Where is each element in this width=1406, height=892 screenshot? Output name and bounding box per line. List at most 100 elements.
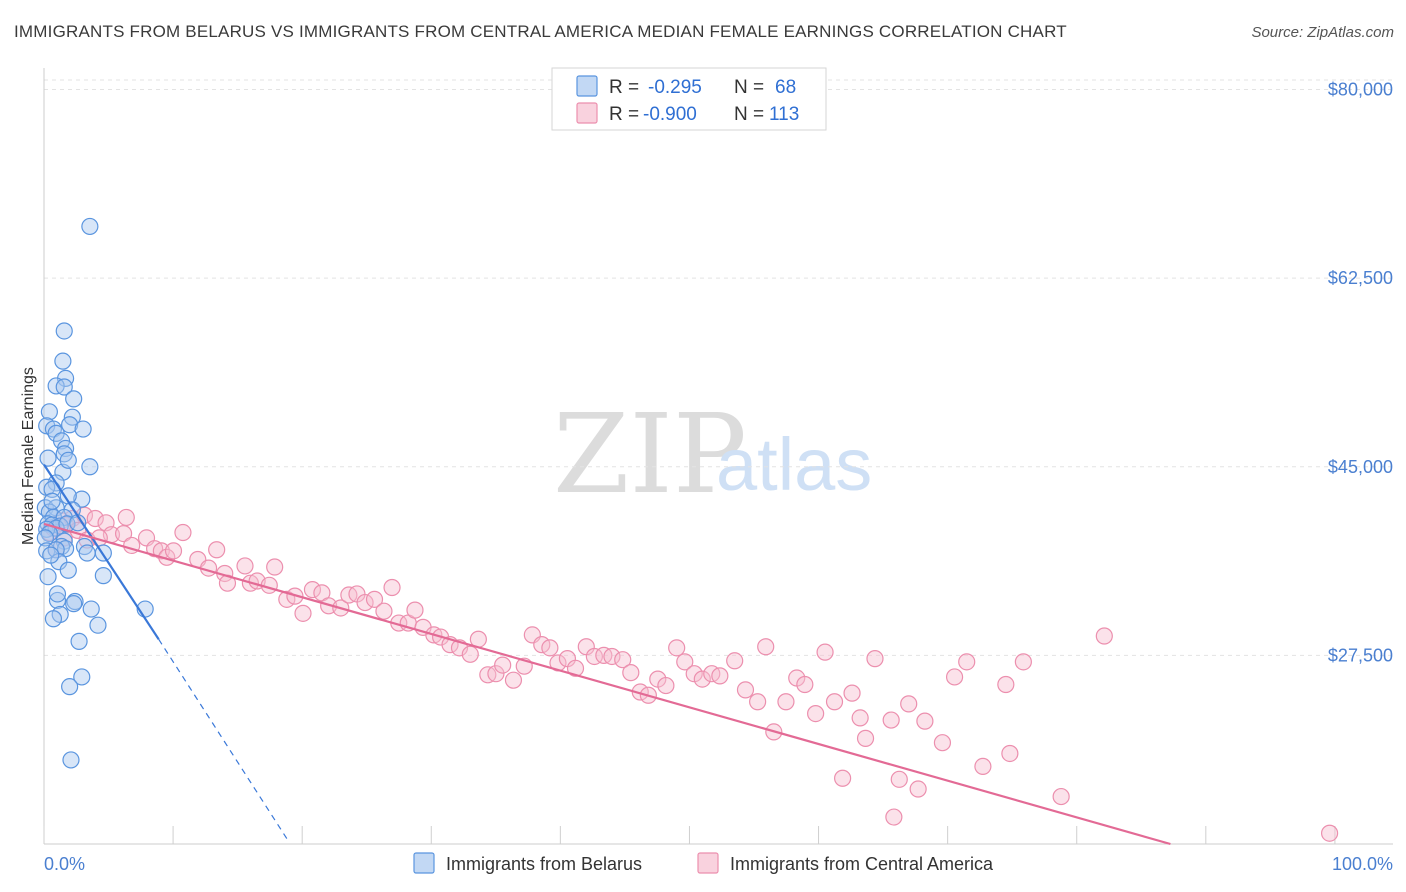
data-point-central-america: [86, 509, 104, 528]
data-point-belarus: [43, 492, 61, 510]
data-point-central-america: [461, 645, 479, 663]
data-point-central-america: [1095, 627, 1113, 645]
data-point-central-america: [974, 757, 992, 776]
legend-r-label-belarus: R =: [609, 77, 639, 98]
data-point-belarus: [89, 616, 107, 634]
y-tick-label: $27,500: [1328, 645, 1393, 665]
data-point-central-america: [406, 601, 424, 619]
data-point-central-america: [356, 593, 374, 612]
bottom-legend-swatch-central-america: [697, 852, 719, 874]
data-point-central-america: [916, 712, 934, 730]
data-point-central-america: [909, 780, 927, 798]
data-point-central-america: [693, 670, 711, 688]
data-point-belarus: [73, 490, 91, 508]
data-point-belarus: [54, 352, 72, 370]
data-point-central-america: [383, 578, 401, 597]
data-point-central-america: [796, 675, 814, 694]
data-point-central-america: [851, 709, 869, 727]
legend-box: [551, 67, 827, 131]
data-point-central-america: [866, 650, 884, 668]
data-point-central-america: [294, 604, 312, 622]
data-point-belarus: [74, 420, 92, 438]
y-tick-labels: $27,500 $45,000 $62,500 $80,000: [1328, 80, 1393, 666]
data-point-central-america: [890, 770, 908, 788]
data-point-central-america: [1014, 653, 1032, 671]
data-point-belarus: [40, 403, 58, 421]
data-point-belarus: [55, 378, 73, 396]
data-point-central-america: [622, 664, 640, 682]
y-tick-label: $45,000: [1328, 457, 1393, 477]
legend-n-value-belarus: 68: [775, 77, 796, 98]
data-point-belarus: [42, 546, 60, 564]
data-point-central-america: [487, 665, 505, 683]
data-point-central-america: [1320, 824, 1339, 842]
trend-lines: [43, 464, 1171, 846]
data-point-belarus: [73, 668, 91, 686]
data-point-central-america: [541, 639, 559, 657]
data-point-central-america: [777, 693, 795, 711]
data-point-central-america: [1052, 787, 1070, 806]
data-point-central-america: [668, 639, 686, 657]
data-point-belarus: [70, 632, 88, 650]
data-point-central-america: [494, 656, 512, 674]
data-point-central-america: [757, 638, 775, 656]
legend-n-label-central-america: N =: [734, 104, 764, 125]
data-point-central-america: [933, 734, 952, 752]
data-point-central-america: [603, 647, 621, 666]
data-point-central-america: [736, 681, 755, 699]
data-point-central-america: [657, 676, 675, 695]
data-point-central-america: [885, 808, 903, 826]
data-point-central-america: [900, 695, 918, 713]
data-point-central-america: [114, 524, 133, 543]
legend-r-value-belarus: -0.295: [648, 77, 702, 98]
data-point-belarus: [48, 585, 67, 603]
data-point-belarus: [81, 458, 99, 476]
data-point-central-america: [614, 651, 632, 669]
data-point-central-america: [997, 675, 1015, 694]
data-point-central-america: [375, 602, 393, 620]
data-point-belarus: [59, 561, 77, 579]
data-point-belarus: [94, 567, 112, 585]
data-point-belarus: [48, 591, 67, 610]
data-point-central-america: [711, 667, 729, 685]
data-point-central-america: [566, 659, 585, 677]
data-point-central-america: [882, 711, 900, 729]
x-tick-label-max: 100.0%: [1332, 854, 1393, 874]
data-point-belarus: [81, 217, 99, 236]
data-point-central-america: [174, 523, 192, 542]
data-point-central-america: [236, 557, 254, 575]
legend-swatch-belarus: [576, 75, 598, 97]
series-legend: Immigrants from Belarus Immigrants from …: [413, 852, 994, 874]
data-point-central-america: [1001, 744, 1019, 763]
trend-line-central-america: [43, 522, 1171, 846]
source-credit: Source: ZipAtlas.com: [1251, 24, 1394, 41]
data-point-belarus: [36, 529, 54, 547]
data-point-belarus: [55, 322, 73, 340]
legend-r-value-central-america: -0.900: [643, 104, 697, 125]
data-point-belarus: [61, 678, 79, 696]
legend-n-value-central-america: 113: [769, 104, 799, 125]
data-point-central-america: [504, 671, 523, 689]
data-point-central-america: [816, 643, 834, 661]
legend-r-label-central-america: R =: [609, 104, 639, 125]
data-point-central-america: [958, 653, 976, 671]
x-tick-marks: [43, 826, 1336, 844]
series-belarus: [36, 217, 154, 769]
series-central-america: [40, 506, 1339, 842]
legend-n-label-belarus: N =: [734, 77, 764, 98]
y-axis-title: Median Female Earnings: [20, 367, 37, 545]
data-point-central-america: [303, 581, 322, 599]
data-point-central-america: [749, 693, 767, 711]
data-point-belarus: [65, 390, 83, 408]
bottom-legend-label-belarus: Immigrants from Belarus: [446, 854, 642, 874]
data-point-belarus: [62, 751, 80, 769]
bottom-legend-swatch-belarus: [413, 852, 435, 874]
data-point-central-america: [117, 508, 135, 527]
data-point-belarus: [59, 451, 77, 469]
data-point-belarus: [82, 600, 100, 618]
trend-line-belarus: [43, 464, 160, 640]
legend-swatch-central-america: [576, 102, 598, 124]
y-tick-label: $80,000: [1328, 80, 1393, 100]
data-point-belarus: [44, 610, 63, 628]
